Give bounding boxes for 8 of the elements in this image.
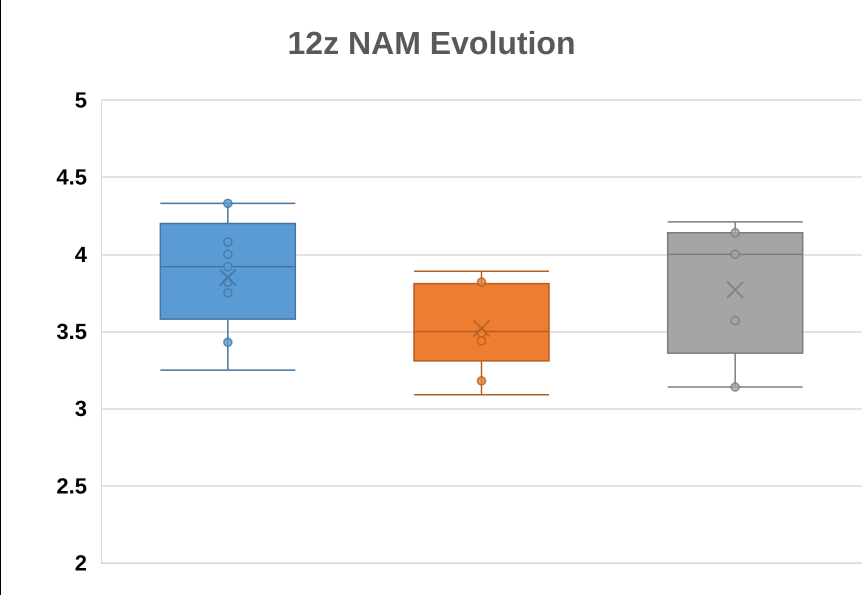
chart-title: 12z NAM Evolution bbox=[287, 25, 576, 61]
y-tick-label: 3.5 bbox=[56, 319, 87, 344]
y-tick-label: 3 bbox=[74, 396, 87, 422]
y-tick-label: 2 bbox=[74, 550, 87, 576]
y-tick-label: 5 bbox=[74, 88, 87, 112]
y-tick-label: 4.5 bbox=[56, 164, 87, 190]
y-tick-label: 4 bbox=[74, 242, 88, 267]
y-tick-label: 2.5 bbox=[56, 473, 87, 498]
